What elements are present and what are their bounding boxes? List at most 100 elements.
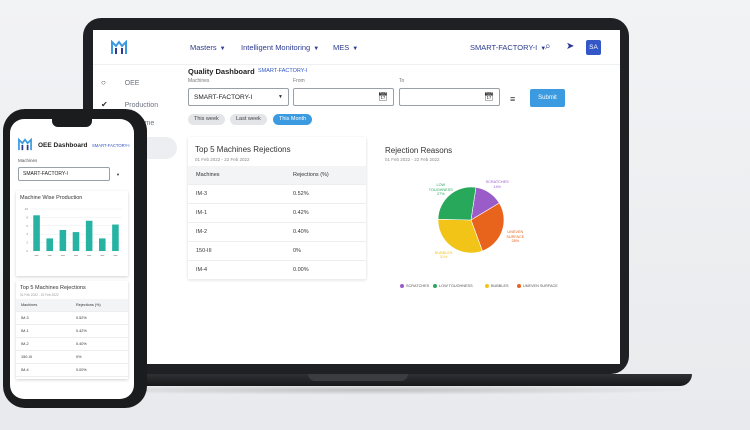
y-tick-label: 2 — [26, 241, 28, 245]
page-title: Quality Dashboard — [188, 67, 255, 76]
bar[interactable] — [33, 215, 40, 251]
x-tick-mark — [60, 255, 65, 256]
chevron-down-icon: ▼ — [352, 46, 359, 52]
app-logo-icon — [111, 40, 127, 54]
table-row: 150-III 0% — [16, 351, 128, 364]
legend-item: UNEVEN SURFACE — [517, 284, 558, 288]
oee-icon: ○ — [101, 78, 106, 87]
bar[interactable] — [112, 224, 119, 251]
table-row: 150-III 0% — [188, 242, 366, 261]
table-cell: 0% — [293, 248, 301, 254]
pie-label-scratches: SCRATCHES 14% — [485, 180, 509, 189]
x-tick-mark — [100, 255, 105, 256]
filter-icon[interactable]: ≡ — [510, 94, 516, 104]
factory-tag: SMART-FACTORY-I — [258, 68, 308, 74]
table-cell: 0.52% — [76, 316, 87, 320]
bar[interactable] — [99, 238, 106, 251]
table-cell: 0.40% — [76, 342, 87, 346]
column-header: Rejections (%) — [293, 172, 329, 178]
x-tick-mark — [113, 255, 118, 256]
table-cell: 0.52% — [293, 191, 309, 197]
nav-mes-label: MES — [333, 43, 350, 52]
column-header: Machines — [196, 172, 220, 178]
legend-label: SCRATCHES — [406, 284, 430, 288]
legend-dot — [433, 284, 437, 288]
avatar[interactable]: SA — [586, 40, 601, 55]
column-header: Machines — [21, 303, 38, 307]
table-row: IM-3 0.52% — [188, 185, 366, 204]
table-cell: 0% — [76, 355, 82, 359]
factory-selector-label: SMART-FACTORY-I — [470, 43, 538, 52]
phone-factory-tag: SMART-FACTORY-I — [92, 143, 130, 148]
legend-item: LOW TOUGHNESS — [433, 284, 473, 288]
nav-masters[interactable]: Masters ▼ — [190, 43, 226, 52]
table-row: IM-1 0.42% — [188, 204, 366, 223]
table-cell: IM-4 — [196, 267, 207, 273]
calendar-icon[interactable]: 📅︎ — [377, 92, 388, 101]
rejections-table: Machines Rejections (%) IM-3 0.52% IM-1 0.… — [188, 166, 366, 280]
card-title: Machine Wise Production — [20, 195, 83, 201]
bar[interactable] — [59, 230, 67, 251]
laptop-hinge-notch — [308, 374, 408, 381]
chip-this-month[interactable]: This Month — [273, 114, 313, 125]
card-subtitle: 01 Feb 2022 - 22 Feb 2022 — [195, 157, 250, 162]
sidebar-item-production[interactable]: ✔ Production — [101, 100, 158, 109]
submit-button[interactable]: Submit — [530, 89, 565, 107]
card-subtitle: 01 Feb 2022 - 22 Feb 2022 — [20, 293, 59, 297]
table-cell: 0.00% — [76, 368, 87, 372]
bar[interactable] — [46, 238, 53, 251]
bar[interactable] — [85, 220, 93, 251]
nav-mes[interactable]: MES ▼ — [333, 43, 358, 52]
machines-select[interactable]: SMART-FACTORY-I ▼ — [188, 88, 289, 106]
phone-rejections-table: Machines Rejections (%) IM-3 0.52% IM-1 0.4… — [16, 299, 128, 377]
rocket-icon[interactable]: ➤ — [566, 41, 575, 52]
to-date-input[interactable]: 📅︎ — [399, 88, 500, 106]
table-cell: 0.42% — [293, 210, 309, 216]
legend-label: UNEVEN SURFACE — [523, 284, 558, 288]
y-tick-label: 6 — [26, 224, 28, 228]
sidebar-item-oee[interactable]: ○ OEE — [101, 78, 139, 87]
card-title: Top 5 Machines Rejections — [20, 285, 86, 291]
table-cell: IM-3 — [196, 191, 207, 197]
table-row: IM-2 0.40% — [188, 223, 366, 242]
legend-item: BUBBLES — [485, 284, 509, 288]
phone-machines-select[interactable]: SMART-FACTORY-I — [18, 167, 110, 181]
calendar-icon[interactable]: 📅︎ — [483, 92, 494, 101]
table-row: IM-4 0.00% — [188, 261, 366, 280]
dropdown-arrow-icon[interactable]: ▼ — [116, 172, 120, 177]
bar[interactable] — [72, 232, 80, 251]
y-tick-label: 0 — [26, 249, 28, 253]
sidebar-item-time[interactable]: time — [141, 120, 154, 127]
chip-last-week[interactable]: Last week — [230, 114, 267, 125]
rejections-table-card: Top 5 Machines Rejections 01 Feb 2022 - … — [188, 137, 366, 280]
chip-this-week[interactable]: This week — [188, 114, 225, 125]
from-date-input[interactable]: 📅︎ — [293, 88, 394, 106]
table-row: IM-2 0.40% — [16, 338, 128, 351]
search-icon[interactable]: ⌕ — [545, 41, 551, 52]
pie-slice-low-toughness[interactable] — [437, 186, 477, 221]
table-cell: IM-3 — [21, 316, 29, 320]
app-logo-icon — [18, 138, 32, 151]
machines-select-value: SMART-FACTORY-I — [194, 94, 253, 101]
phone-rejections-table-card: Top 5 Machines Rejections 01 Feb 2022 - … — [16, 281, 128, 379]
pie-slice-uneven-surface[interactable] — [470, 202, 505, 252]
nav-intelligent-monitoring[interactable]: Intelligent Monitoring ▼ — [241, 43, 319, 52]
nav-masters-label: Masters — [190, 43, 217, 52]
chevron-down-icon: ▼ — [540, 46, 547, 52]
table-cell: IM-1 — [196, 210, 207, 216]
table-cell: 0.00% — [293, 267, 309, 273]
legend-label: LOW TOUGHNESS — [439, 284, 473, 288]
column-header: Rejections (%) — [76, 303, 101, 307]
y-tick-label: 10 — [25, 207, 29, 211]
x-tick-mark — [74, 255, 78, 256]
machine-production-bar-chart: 10 8 6 4 2 0 — [25, 207, 122, 256]
y-tick-label: 4 — [26, 232, 28, 236]
phone-screen: OEE Dashboard SMART-FACTORY-I Machines S… — [10, 119, 134, 399]
check-icon: ✔ — [101, 100, 108, 109]
legend-label: BUBBLES — [491, 284, 509, 288]
pie-slice-bubbles[interactable] — [437, 218, 483, 254]
pie-label-low-toughness: LOW TOUGHNESS 27% — [428, 183, 453, 197]
table-cell: 150-III — [196, 248, 212, 254]
table-cell: IM-2 — [196, 229, 207, 235]
factory-selector[interactable]: SMART-FACTORY-I ▼ — [470, 43, 546, 52]
